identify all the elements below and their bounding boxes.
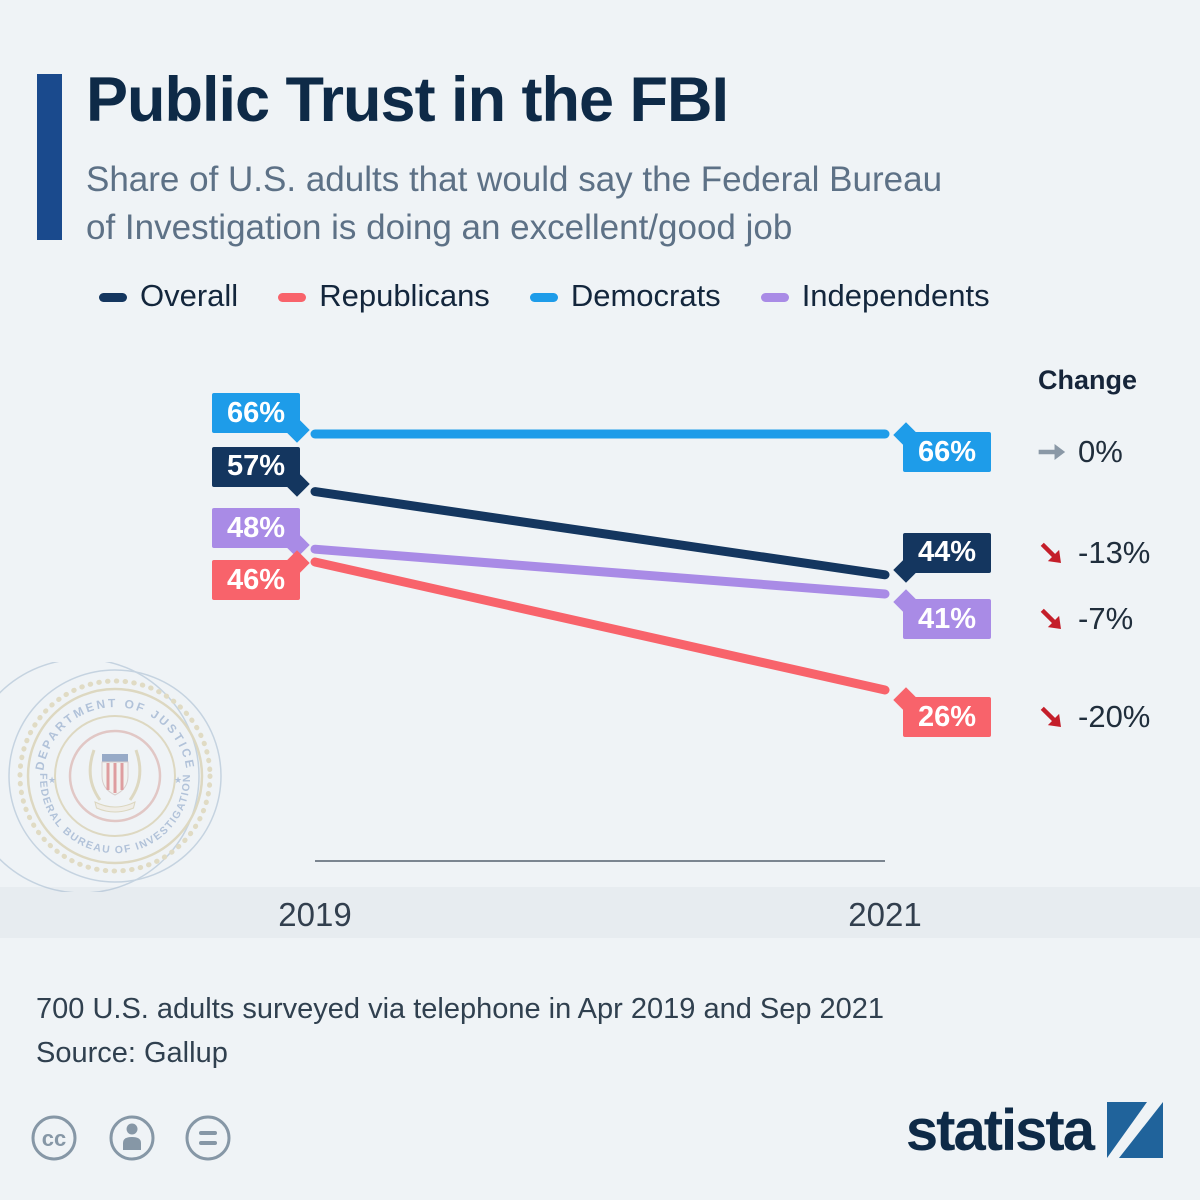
down-right-arrow-icon xyxy=(1040,706,1061,727)
badge-value: 48% xyxy=(226,511,285,544)
equal-icon[interactable] xyxy=(185,1115,231,1161)
value-badge-left-republicans: 46% xyxy=(211,550,310,600)
survey-note: 700 U.S. adults surveyed via telephone i… xyxy=(36,993,885,1025)
subtitle-line-1: Share of U.S. adults that would say the … xyxy=(86,160,943,199)
legend-dash-icon xyxy=(99,292,127,302)
attribution-head xyxy=(126,1123,138,1135)
x-axis-band xyxy=(0,887,1200,938)
series-line-overall xyxy=(310,487,890,580)
page-subtitle: Share of U.S. adults that would say the … xyxy=(86,156,942,251)
source-text: Source: Gallup xyxy=(36,1037,228,1069)
seal-star: ★ xyxy=(174,775,182,785)
badge-value: 57% xyxy=(226,450,285,483)
equal-bar xyxy=(199,1141,217,1145)
attribution-icon[interactable] xyxy=(109,1115,155,1161)
badge-value: 41% xyxy=(918,602,977,635)
change-row-overall: -13% xyxy=(1036,532,1150,574)
seal-inner-ring xyxy=(54,715,176,837)
change-value: -20% xyxy=(1078,699,1151,734)
seal-red-ring xyxy=(68,729,162,823)
seal-star: ★ xyxy=(48,775,56,785)
change-row-republicans: -20% xyxy=(1036,696,1150,738)
value-badge-right-democrats: 66% xyxy=(893,422,992,472)
change-value: -13% xyxy=(1078,534,1151,570)
seal-scallop-ring xyxy=(17,678,213,874)
change-row-independents: -7% xyxy=(1036,598,1133,640)
legend-label: Independents xyxy=(801,278,990,313)
statista-wordmark: statista xyxy=(905,1097,1095,1163)
value-badge-right-overall: 44% xyxy=(893,532,992,583)
legend-item-democrats: Democrats xyxy=(529,278,721,314)
statista-logo[interactable]: statista xyxy=(905,1097,1163,1163)
legend-label: Democrats xyxy=(570,278,721,313)
x-tick-2019: 2019 xyxy=(278,896,352,933)
change-value: 0% xyxy=(1078,434,1123,469)
seal-ring xyxy=(8,669,222,883)
series-line-independents xyxy=(310,544,890,599)
value-badge-right-independents: 41% xyxy=(893,589,992,639)
down-right-arrow-icon xyxy=(1040,608,1061,629)
equal-bar xyxy=(199,1131,217,1135)
series-line-republicans xyxy=(310,557,890,695)
value-badge-left-overall: 57% xyxy=(211,446,310,497)
seal-outer-ring xyxy=(0,662,200,892)
legend-dash-icon xyxy=(529,292,558,302)
chart-legend: Overall Republicans Democrats Independents xyxy=(99,278,990,314)
badge-value: 46% xyxy=(226,563,285,596)
fbi-seal-watermark: DEPARTMENT OF JUSTICE FEDERAL BUREAU OF … xyxy=(0,662,222,892)
change-row-democrats: 0% xyxy=(1036,431,1123,473)
seal-ring xyxy=(26,687,204,865)
attribution-body xyxy=(123,1137,141,1150)
legend-label: Republicans xyxy=(319,278,490,313)
value-badge-left-independents: 48% xyxy=(211,508,310,558)
cc-license-icons[interactable]: cc xyxy=(28,1110,268,1166)
legend-item-independents: Independents xyxy=(760,278,990,314)
title-accent-bar xyxy=(37,74,62,240)
statista-logo-mark xyxy=(1107,1102,1163,1158)
cc-license-icon[interactable] xyxy=(31,1115,77,1161)
value-badge-left-democrats: 66% xyxy=(211,393,310,443)
badge-value: 66% xyxy=(226,396,285,429)
page-title: Public Trust in the FBI xyxy=(86,65,729,135)
legend-label: Overall xyxy=(140,278,239,313)
subtitle-line-2: of Investigation is doing an excellent/g… xyxy=(86,207,793,247)
badge-value: 26% xyxy=(918,700,977,733)
cc-glyph: cc xyxy=(42,1126,66,1151)
change-column-header: Change xyxy=(1038,365,1138,395)
value-badge-right-republicans: 26% xyxy=(893,687,992,737)
badge-value: 44% xyxy=(918,536,977,569)
down-right-arrow-icon xyxy=(1040,542,1061,563)
legend-item-overall: Overall xyxy=(99,278,238,314)
legend-dash-icon xyxy=(278,292,307,302)
badge-value: 66% xyxy=(918,435,977,468)
flat-arrow-icon xyxy=(1038,444,1066,460)
seal-shield xyxy=(88,749,142,813)
legend-dash-icon xyxy=(760,292,789,302)
legend-item-republicans: Republicans xyxy=(278,278,490,314)
x-tick-2021: 2021 xyxy=(848,896,922,933)
change-value: -7% xyxy=(1078,601,1134,636)
